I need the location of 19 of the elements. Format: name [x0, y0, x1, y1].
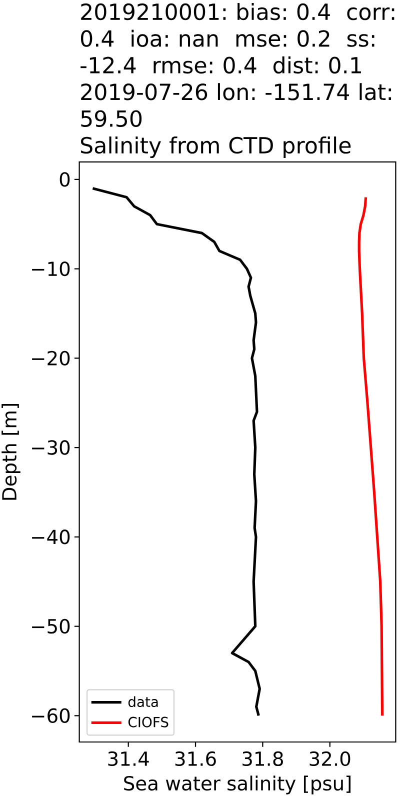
y-tick-label: −30 [32, 440, 70, 455]
x-tick-label: 31.6 [175, 751, 216, 766]
y-tick-label: −50 [32, 618, 70, 634]
y-tick-label: −60 [32, 708, 70, 723]
y-tick-label: −10 [32, 261, 70, 276]
text: Salinity from CTD profile [80, 136, 351, 158]
y-tick-label: 0 [60, 172, 70, 187]
y-axis-title: Depth [m] [2, 404, 20, 500]
x-axis-title: Sea water salinity [psu] [124, 776, 351, 794]
y-tick-label: −20 [32, 350, 70, 366]
x-tick-label: 31.4 [108, 751, 149, 766]
legend-label: CIOFS [128, 716, 168, 728]
chart-subtitle: 2019-07-26 lon: -151.74 lat: 59.50 [81, 83, 392, 127]
x-tick-label: 32.0 [310, 751, 350, 766]
y-tick-label: −40 [32, 530, 70, 544]
legend-label: data [128, 696, 158, 708]
chart-title: 2019210001: bias: 0.4 corr: 0.4 ioa: nan mse: 0.2 ss: -12.4 rmse: 0.4 dist: 0.1 [80, 3, 394, 74]
x-tick-label: 31.8 [242, 751, 283, 766]
line-series [91, 187, 261, 717]
